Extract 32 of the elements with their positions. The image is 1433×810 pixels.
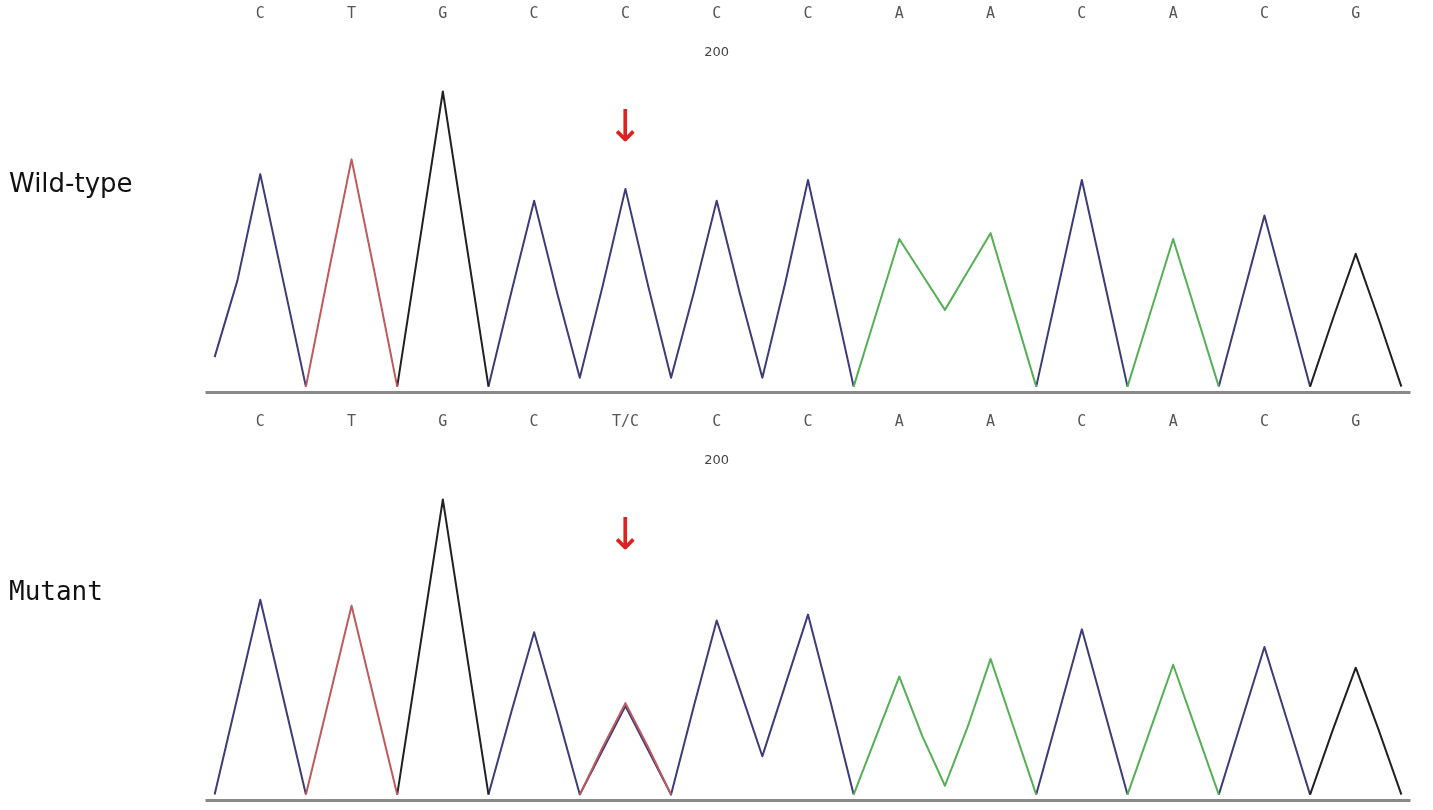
text: Wild-type — [9, 167, 133, 200]
x-tick-label: T/C — [611, 411, 639, 430]
x-tick-label: C — [803, 3, 813, 22]
x-tick-label: C — [1077, 411, 1087, 430]
annotation: ↓ — [606, 99, 644, 151]
text: 200 — [704, 44, 730, 60]
x-tick-label: A — [1168, 411, 1178, 430]
x-tick-label: A — [986, 411, 996, 430]
x-tick-label: T — [347, 411, 357, 430]
x-tick-label: A — [894, 3, 904, 22]
x-tick-label: C — [712, 411, 722, 430]
x-tick-label: C — [803, 411, 813, 430]
annotation: ↓ — [606, 507, 644, 559]
x-tick-label: G — [438, 411, 448, 430]
x-tick-label: G — [438, 3, 448, 22]
x-tick-label: C — [712, 3, 722, 22]
x-tick-label: C — [529, 411, 539, 430]
text: 200 — [704, 452, 730, 468]
x-tick-label: C — [255, 411, 265, 430]
x-tick-label: C — [1259, 411, 1269, 430]
x-tick-label: A — [986, 3, 996, 22]
x-tick-label: C — [620, 3, 630, 22]
x-tick-label: C — [1077, 3, 1087, 22]
x-tick-label: C — [529, 3, 539, 22]
x-tick-label: T — [347, 3, 357, 22]
x-tick-label: G — [1351, 3, 1361, 22]
x-tick-label: A — [894, 411, 904, 430]
x-tick-label: C — [255, 3, 265, 22]
text: Mutant — [9, 575, 103, 608]
x-tick-label: C — [1259, 3, 1269, 22]
x-tick-label: A — [1168, 3, 1178, 22]
x-tick-label: G — [1351, 411, 1361, 430]
